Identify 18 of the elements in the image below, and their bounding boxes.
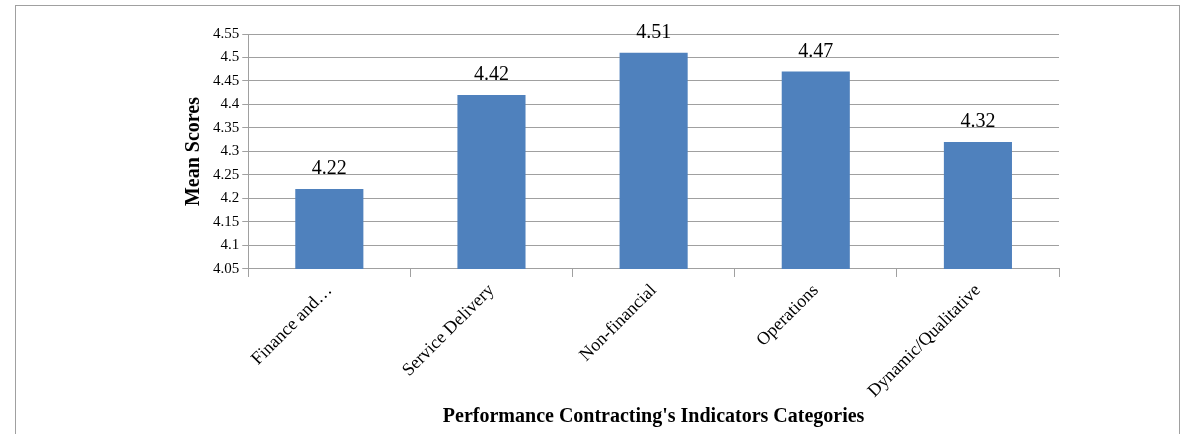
- y-tick-label: 4.5: [220, 48, 240, 65]
- data-label: 4.51: [636, 20, 672, 43]
- y-tick-label: 4.4: [220, 95, 240, 112]
- y-tick-label: 4.2: [220, 189, 240, 206]
- data-label: 4.22: [311, 156, 347, 179]
- data-label: 4.32: [960, 109, 996, 132]
- x-axis-title: Performance Contracting's Indicators Categories: [442, 404, 865, 428]
- y-tick-label: 4.25: [213, 165, 240, 182]
- y-tick-label: 4.3: [220, 142, 240, 159]
- y-tick-label: 4.45: [213, 71, 240, 88]
- y-tick-label: 4.15: [213, 212, 240, 229]
- data-label: 4.42: [473, 62, 509, 85]
- y-axis-title: Mean Scores: [181, 96, 204, 207]
- data-label: 4.47: [798, 38, 834, 61]
- y-tick-label: 4.35: [213, 118, 240, 135]
- y-tick-label: 4.05: [213, 259, 240, 276]
- y-tick-label: 4.55: [213, 24, 240, 41]
- y-tick-label: 4.1: [220, 236, 240, 253]
